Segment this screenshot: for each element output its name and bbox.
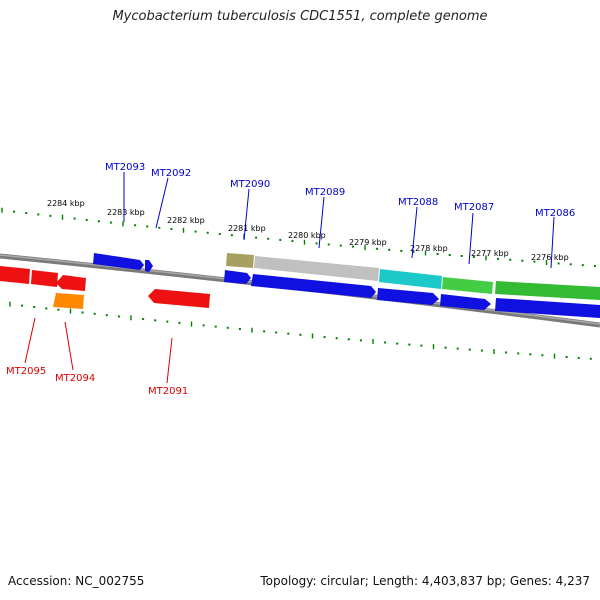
leader-mt2090 (243, 188, 250, 241)
kbp-label-2284: 2284 kbp (47, 199, 85, 208)
gene-mt2086-green[interactable] (495, 281, 600, 300)
gene-mt2094[interactable] (53, 293, 84, 309)
accession-text: Accession: NC_002755 (8, 574, 145, 588)
gene-red-2[interactable] (31, 270, 58, 287)
label-mt2095[interactable]: MT2095 (6, 366, 46, 377)
forward-genes (93, 253, 600, 300)
leader-mt2086 (550, 216, 555, 269)
gene-red-3[interactable] (56, 275, 86, 291)
label-leaders (24, 172, 555, 384)
gene-blue-2[interactable] (251, 274, 376, 298)
label-mt2090[interactable]: MT2090 (230, 179, 270, 190)
map-title: Mycobacterium tuberculosis CDC1551, comp… (112, 9, 488, 24)
leader-mt2095 (24, 317, 36, 364)
scale-labels: 2284 kbp 2283 kbp 2282 kbp 2281 kbp 2280… (47, 199, 569, 262)
leader-mt2088 (411, 206, 418, 259)
kbp-label-2283: 2283 kbp (107, 208, 145, 217)
scale-ticks-inner (9, 301, 592, 360)
kbp-label-2278: 2278 kbp (410, 244, 448, 253)
genome-info-text: Topology: circular; Length: 4,403,837 bp… (260, 574, 590, 588)
kbp-label-2276: 2276 kbp (531, 253, 569, 262)
gene-mt2088-cyan[interactable] (379, 269, 442, 289)
kbp-label-2279: 2279 kbp (349, 238, 387, 247)
leader-mt2087 (468, 212, 474, 265)
label-mt2087[interactable]: MT2087 (454, 202, 494, 213)
kbp-label-2280: 2280 kbp (288, 231, 326, 240)
forward-genes-inner (224, 270, 600, 318)
label-mt2086[interactable]: MT2086 (535, 208, 575, 219)
gene-blue-1[interactable] (224, 270, 251, 284)
gene-mt2089-grey[interactable] (254, 256, 379, 281)
kbp-label-2281: 2281 kbp (228, 224, 266, 233)
gene-blue-4[interactable] (440, 294, 491, 310)
forward-gene-labels: MT2093 MT2092 MT2090 MT2089 MT2088 MT208… (105, 162, 575, 219)
kbp-label-2282: 2282 kbp (167, 216, 205, 225)
leader-mt2094 (64, 321, 74, 371)
kbp-label-2277: 2277 kbp (471, 249, 509, 258)
gene-mt2092[interactable] (145, 260, 153, 272)
reverse-genes (0, 266, 210, 309)
gene-mt2090-olive[interactable] (226, 253, 254, 268)
gene-blue-5[interactable] (495, 298, 600, 318)
gene-mt2091[interactable] (148, 289, 210, 308)
label-mt2091[interactable]: MT2091 (148, 386, 188, 397)
label-mt2092[interactable]: MT2092 (151, 168, 191, 179)
gene-mt2093[interactable] (93, 253, 144, 270)
leader-mt2089 (318, 196, 325, 249)
label-mt2089[interactable]: MT2089 (305, 187, 345, 198)
label-mt2094[interactable]: MT2094 (55, 373, 95, 384)
leader-mt2092 (155, 177, 169, 229)
gene-mt2087-green[interactable] (442, 277, 493, 294)
leader-mt2091 (166, 337, 173, 384)
label-mt2088[interactable]: MT2088 (398, 197, 438, 208)
reverse-gene-labels: MT2095 MT2094 MT2091 (6, 366, 188, 397)
label-mt2093[interactable]: MT2093 (105, 162, 145, 173)
gene-mt2095[interactable] (0, 266, 30, 284)
gene-blue-3[interactable] (377, 288, 439, 305)
